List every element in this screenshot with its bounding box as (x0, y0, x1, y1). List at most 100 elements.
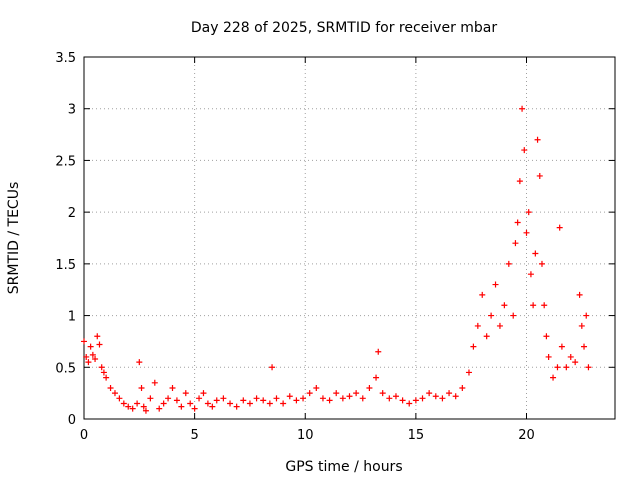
data-point-19 (138, 384, 145, 391)
data-point-77 (465, 369, 472, 376)
y-tick-label: 1 (68, 310, 76, 325)
data-point-0 (81, 338, 87, 345)
axis-ticks: 0 5 10 15 20 0 0.5 1 1.5 2 2.5 3 3.5 (55, 51, 615, 443)
x-tick-label: 20 (518, 428, 535, 443)
data-point-17 (134, 400, 141, 407)
data-point-80 (479, 291, 486, 298)
data-point-1 (83, 353, 90, 360)
data-point-62 (373, 374, 380, 381)
data-point-72 (432, 393, 439, 400)
y-tick-label: 1.5 (55, 258, 76, 273)
data-point-24 (156, 405, 163, 412)
y-tick-label: 0 (68, 413, 76, 428)
y-tick-label: 3.5 (55, 51, 76, 66)
data-point-22 (147, 395, 154, 402)
data-point-20 (140, 403, 147, 410)
data-point-104 (550, 374, 557, 381)
data-point-96 (530, 302, 537, 309)
data-point-2 (85, 359, 92, 366)
data-point-95 (527, 271, 534, 278)
data-point-50 (293, 397, 300, 404)
data-point-91 (519, 105, 526, 112)
data-point-68 (406, 400, 413, 407)
data-point-75 (452, 393, 459, 400)
data-point-79 (474, 322, 481, 329)
data-point-11 (107, 384, 114, 391)
plot-frame (83, 56, 616, 420)
data-point-87 (510, 312, 517, 319)
y-tick-label: 3 (68, 103, 76, 118)
data-point-74 (446, 390, 453, 397)
data-point-36 (209, 403, 216, 410)
data-point-85 (501, 302, 508, 309)
data-point-40 (233, 403, 240, 410)
data-point-38 (220, 395, 227, 402)
data-point-16 (129, 405, 136, 412)
data-point-48 (280, 400, 287, 407)
x-tick-label: 10 (297, 428, 314, 443)
data-point-46 (269, 364, 276, 371)
data-point-23 (151, 379, 158, 386)
data-point-29 (178, 403, 185, 410)
y-tick-label: 2 (68, 206, 76, 221)
data-point-53 (313, 384, 320, 391)
x-tick-label: 0 (80, 428, 88, 443)
data-point-76 (459, 384, 466, 391)
data-point-61 (366, 384, 373, 391)
data-point-25 (160, 400, 167, 407)
data-point-35 (204, 400, 211, 407)
data-point-3 (87, 343, 94, 350)
x-tick-label: 15 (408, 428, 425, 443)
data-point-84 (496, 322, 503, 329)
data-point-82 (488, 312, 495, 319)
data-point-65 (386, 395, 393, 402)
data-point-93 (523, 229, 530, 236)
data-point-18 (136, 359, 143, 366)
data-point-49 (286, 393, 293, 400)
y-tick-label: 2.5 (55, 154, 76, 169)
data-point-71 (426, 390, 433, 397)
data-point-108 (563, 364, 570, 371)
data-point-107 (558, 343, 565, 350)
data-point-100 (538, 260, 545, 267)
data-point-64 (379, 390, 386, 397)
data-point-92 (521, 147, 528, 154)
data-point-55 (326, 397, 333, 404)
data-point-9 (100, 369, 107, 376)
data-point-57 (339, 395, 346, 402)
data-point-67 (399, 397, 406, 404)
data-point-6 (94, 333, 101, 340)
data-point-99 (536, 172, 543, 179)
data-point-52 (306, 390, 313, 397)
data-point-113 (581, 343, 588, 350)
y-tick-label: 0.5 (55, 361, 76, 376)
data-point-27 (169, 384, 176, 391)
data-point-89 (514, 219, 521, 226)
data-point-111 (576, 291, 583, 298)
data-point-26 (165, 395, 172, 402)
data-point-12 (111, 390, 118, 397)
data-point-42 (246, 400, 253, 407)
data-point-34 (200, 390, 207, 397)
data-point-78 (470, 343, 477, 350)
data-point-105 (554, 364, 561, 371)
data-point-94 (525, 209, 532, 216)
data-point-115 (585, 364, 592, 371)
data-point-58 (346, 393, 353, 400)
x-axis-label: GPS time / hours (285, 459, 402, 475)
data-point-81 (483, 333, 490, 340)
data-point-15 (125, 403, 132, 410)
data-point-43 (253, 395, 260, 402)
data-point-54 (319, 395, 326, 402)
data-point-10 (103, 374, 110, 381)
data-point-21 (142, 407, 149, 414)
data-point-103 (545, 353, 552, 360)
data-point-31 (187, 400, 194, 407)
data-point-41 (240, 397, 247, 404)
data-point-32 (191, 405, 198, 412)
data-point-28 (173, 397, 180, 404)
data-point-44 (260, 397, 267, 404)
data-point-7 (96, 341, 103, 348)
data-point-88 (512, 240, 519, 247)
data-point-63 (375, 348, 382, 355)
